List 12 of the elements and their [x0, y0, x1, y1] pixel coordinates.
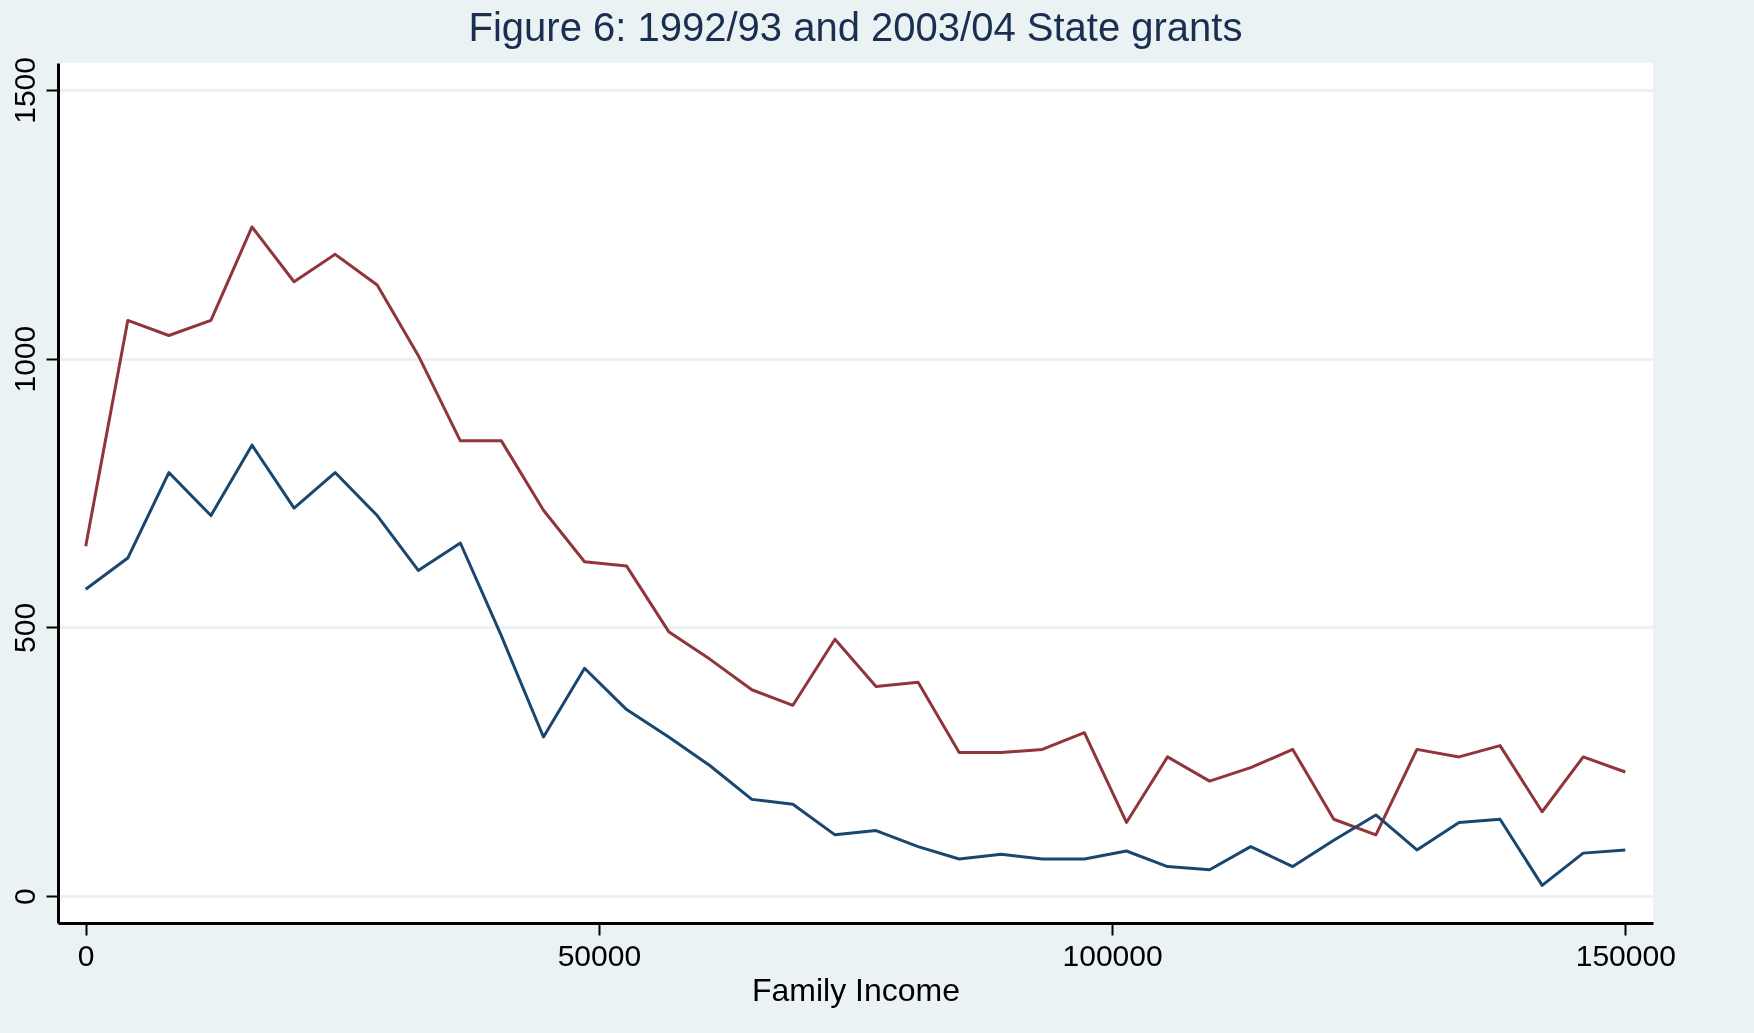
x-tick-label: 0 [77, 938, 95, 972]
x-tick-label: 50000 [557, 938, 642, 972]
x-tick-label: 150000 [1575, 938, 1676, 972]
x-axis-title: Family Income [751, 971, 961, 1008]
y-tick-label: 1500 [7, 57, 41, 124]
y-tick-label: 1000 [7, 325, 41, 393]
y-tick-label: 0 [7, 888, 41, 905]
x-tick-label: 100000 [1062, 938, 1163, 972]
line-series [84, 443, 1627, 887]
y-tick-label: 500 [7, 602, 41, 653]
line-series [84, 225, 1627, 837]
chart-title: Figure 6: 1992/93 and 2003/04 State grants [468, 4, 1243, 49]
